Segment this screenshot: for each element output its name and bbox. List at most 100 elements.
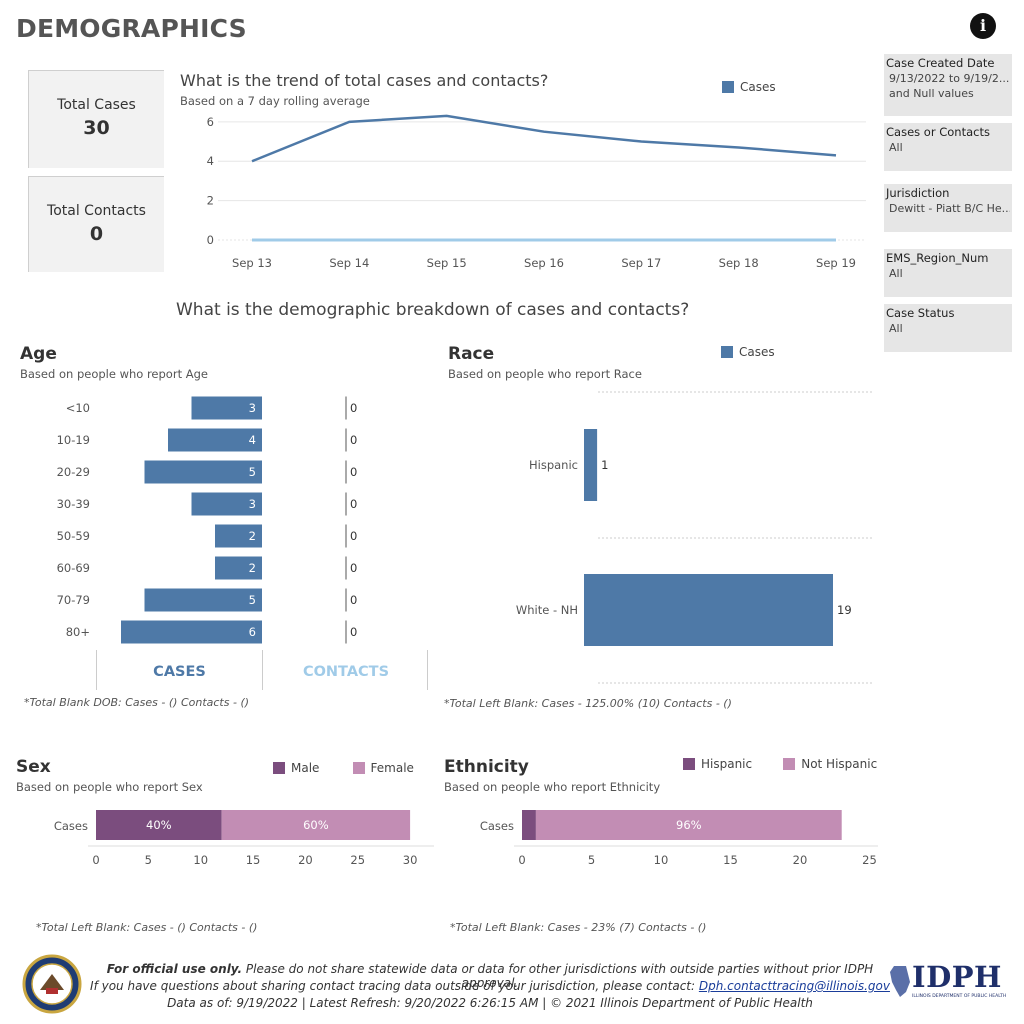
ethnicity-subtitle: Based on people who report Ethnicity: [444, 780, 661, 794]
age-category-label: 70-79: [57, 593, 90, 607]
kpi-total-contacts: Total Contacts 0: [28, 176, 164, 272]
kpi-label: Total Contacts: [47, 203, 146, 219]
ethnicity-category-label: Cases: [480, 819, 514, 833]
filter-label: EMS_Region_Num: [886, 251, 989, 265]
x-tick-label: Sep 18: [719, 256, 759, 270]
y-tick-label: 2: [207, 194, 214, 208]
footer-text: If you have questions about sharing cont…: [90, 979, 699, 993]
ethnicity-x-tick-label: 15: [723, 853, 738, 867]
sex-x-tick-label: 20: [298, 853, 313, 867]
footer-refresh: Data as of: 9/19/2022 | Latest Refresh: …: [167, 996, 813, 1010]
age-contacts-value: 0: [350, 561, 357, 575]
sex-x-tick-label: 5: [145, 853, 152, 867]
sex-bar-label: 60%: [303, 818, 329, 832]
age-cases-bar: [121, 620, 262, 644]
filter-value: 9/13/2022 to 9/19/2...: [889, 72, 1010, 85]
race-category-label: Hispanic: [529, 458, 578, 472]
footer-disclaimer: For official use only. Please do not sha…: [90, 962, 890, 990]
age-category-label: 60-69: [57, 561, 90, 575]
age-contacts-value: 0: [350, 401, 357, 415]
trend-subtitle: Based on a 7 day rolling average: [180, 94, 370, 108]
y-tick-label: 0: [207, 233, 214, 247]
kpi-label: Total Cases: [57, 97, 136, 113]
sex-subtitle: Based on people who report Sex: [16, 780, 203, 794]
filter-case-created-date[interactable]: Case Created Date 9/13/2022 to 9/19/2...…: [884, 54, 1012, 116]
sex-title: Sex: [16, 757, 51, 777]
idph-logo-text: IDPH: [912, 960, 1002, 994]
sex-category-label: Cases: [54, 819, 88, 833]
race-value-label: 19: [837, 603, 852, 617]
ethnicity-title: Ethnicity: [444, 757, 529, 777]
age-cases-value: 6: [249, 625, 256, 639]
sex-bar-label: 40%: [146, 818, 172, 832]
x-tick-label: Sep 14: [329, 256, 369, 270]
breakdown-title: What is the demographic breakdown of cas…: [176, 300, 690, 320]
footer-bold: For official use only.: [106, 962, 243, 976]
footer-text: Please do not share statewide data or da…: [242, 962, 874, 990]
race-legend: Cases: [721, 341, 775, 360]
age-category-label: 50-59: [57, 529, 90, 543]
age-cases-value: 5: [249, 593, 256, 607]
page-title: DEMOGRAPHICS: [16, 14, 247, 43]
filter-jurisdiction[interactable]: Jurisdiction Dewitt - Piatt B/C He...: [884, 184, 1012, 232]
age-cases-bar: [191, 492, 262, 516]
contact-email-link[interactable]: Dph.contacttracing@illinois.gov: [698, 979, 890, 993]
tab-cases[interactable]: CASES: [97, 650, 263, 690]
race-bar: [584, 429, 598, 501]
race-value-label: 1: [601, 458, 608, 472]
legend-label: Male: [291, 760, 320, 775]
y-tick-label: 6: [207, 115, 214, 129]
filter-ems-region[interactable]: EMS_Region_Num All: [884, 249, 1012, 297]
illinois-state-icon: [890, 966, 910, 997]
age-cases-value: 3: [249, 497, 256, 511]
age-category-label: 80+: [66, 625, 90, 639]
kpi-value: 0: [89, 223, 104, 245]
filter-label: Case Status: [886, 306, 955, 320]
series-line-cases: [251, 114, 837, 163]
filter-cases-or-contacts[interactable]: Cases or Contacts All: [884, 123, 1012, 171]
race-category-label: White - NH: [516, 603, 578, 617]
age-cases-bar: [144, 460, 262, 484]
info-icon[interactable]: i: [970, 13, 996, 39]
age-contacts-value: 0: [350, 593, 357, 607]
legend-swatch: [273, 761, 285, 774]
sex-bar-female: [221, 810, 411, 840]
trend-title: What is the trend of total cases and con…: [180, 71, 549, 90]
age-contacts-value: 0: [350, 465, 357, 479]
age-category-label: <10: [66, 401, 90, 415]
sex-x-tick-label: 30: [403, 853, 418, 867]
legend-label: Hispanic: [701, 756, 753, 771]
filter-label: Case Created Date: [886, 56, 995, 70]
footer-contact: If you have questions about sharing cont…: [90, 979, 890, 993]
age-note: *Total Blank DOB: Cases - () Contacts - …: [24, 696, 250, 709]
age-category-label: 30-39: [57, 497, 90, 511]
ethnicity-bar-hispanic: [522, 810, 536, 840]
sex-legend: Male Female: [273, 757, 414, 776]
age-cases-value: 2: [249, 529, 256, 543]
legend-label: Not Hispanic: [801, 756, 878, 771]
kpi-total-cases: Total Cases 30: [28, 70, 164, 168]
idph-logo-sub: ILLINOIS DEPARTMENT OF PUBLIC HEALTH: [912, 994, 1007, 999]
sex-chart: Cases 40% 60% 0 5 10 15 20 25 30: [54, 810, 434, 867]
age-category-label: 20-29: [57, 465, 90, 479]
filter-value: Dewitt - Piatt B/C He...: [889, 202, 1010, 215]
age-cases-bar: [215, 524, 262, 548]
sex-x-tick-label: 25: [350, 853, 365, 867]
filter-value: All: [889, 141, 903, 154]
legend-swatch: [721, 345, 733, 358]
ethnicity-x-tick-label: 20: [793, 853, 808, 867]
legend-swatch: [722, 80, 734, 93]
ethnicity-bar-label: 96%: [676, 818, 702, 832]
race-chart: Hispanic 1 White - NH 19: [516, 391, 872, 684]
legend-label: Cases: [739, 344, 775, 359]
filter-value: All: [889, 322, 903, 335]
filter-value: and Null values: [889, 87, 974, 100]
y-tick-label: 4: [207, 154, 214, 168]
filter-case-status[interactable]: Case Status All: [884, 304, 1012, 352]
x-tick-label: Sep 16: [524, 256, 564, 270]
age-category-label: 10-19: [57, 433, 90, 447]
legend-label: Female: [370, 760, 414, 775]
legend-swatch: [352, 761, 365, 774]
tab-contacts[interactable]: CONTACTS: [302, 664, 390, 680]
ethnicity-legend: Hispanic Not Hispanic: [683, 753, 877, 772]
